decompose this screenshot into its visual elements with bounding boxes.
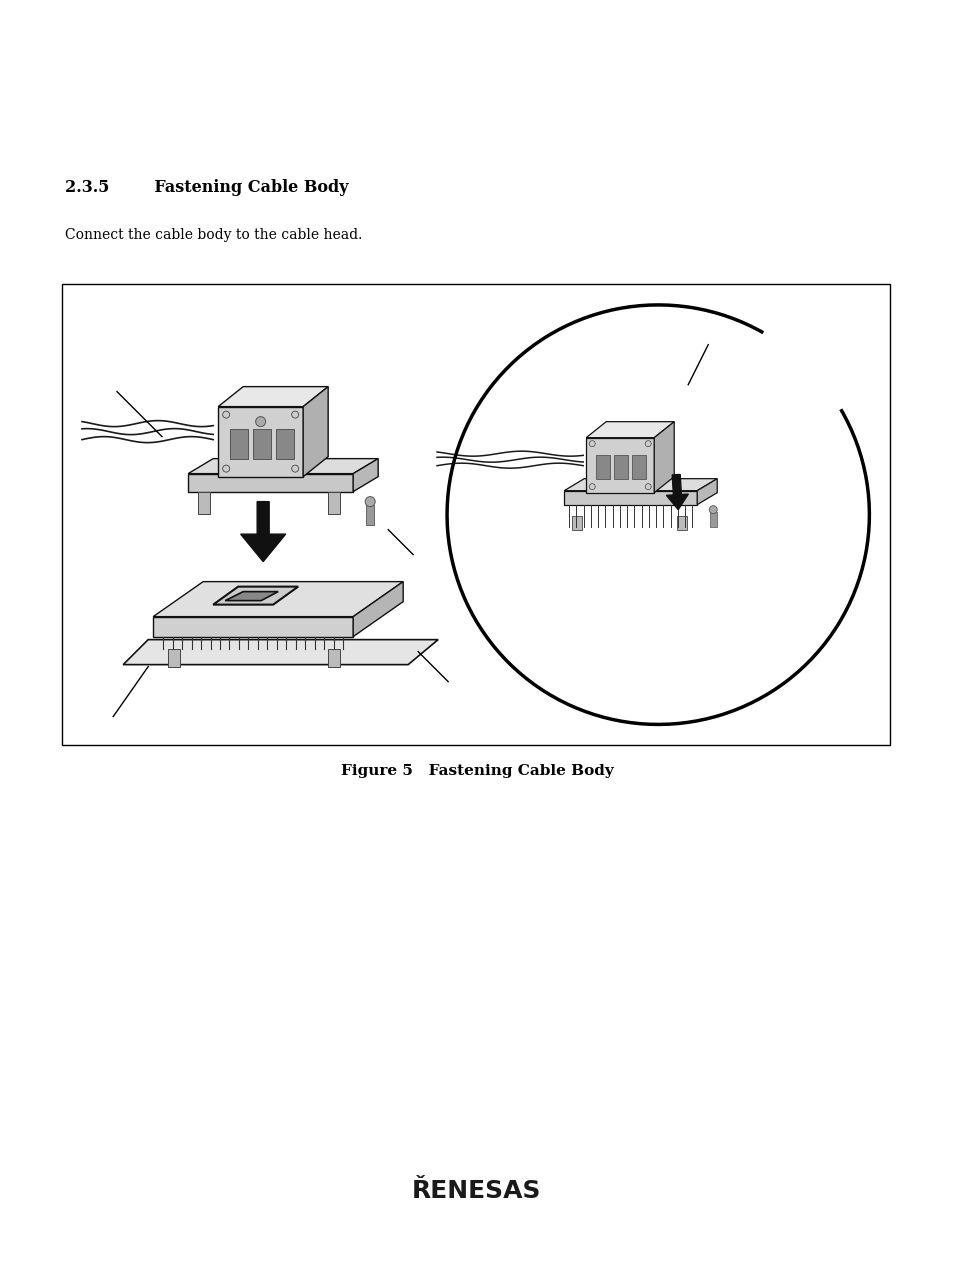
Circle shape xyxy=(644,441,651,447)
Text: ŘENESAS: ŘENESAS xyxy=(412,1178,541,1204)
Polygon shape xyxy=(654,422,674,493)
Text: 2.3.5        Fastening Cable Body: 2.3.5 Fastening Cable Body xyxy=(65,179,348,196)
FancyBboxPatch shape xyxy=(230,428,248,458)
Polygon shape xyxy=(303,386,328,476)
FancyBboxPatch shape xyxy=(275,428,294,458)
FancyBboxPatch shape xyxy=(328,491,340,514)
FancyBboxPatch shape xyxy=(677,515,686,529)
FancyArrow shape xyxy=(666,475,688,510)
Text: Connect the cable body to the cable head.: Connect the cable body to the cable head… xyxy=(65,229,362,242)
Polygon shape xyxy=(218,386,328,407)
Polygon shape xyxy=(563,479,717,490)
Bar xyxy=(62,284,889,745)
Circle shape xyxy=(292,412,298,418)
Polygon shape xyxy=(353,458,377,491)
FancyBboxPatch shape xyxy=(585,438,654,493)
FancyBboxPatch shape xyxy=(153,616,353,637)
Text: Figure 5   Fastening Cable Body: Figure 5 Fastening Cable Body xyxy=(340,764,613,778)
Circle shape xyxy=(292,465,298,472)
Polygon shape xyxy=(123,639,437,664)
Circle shape xyxy=(365,496,375,506)
Polygon shape xyxy=(353,582,403,637)
Circle shape xyxy=(644,484,651,490)
Circle shape xyxy=(222,412,230,418)
FancyBboxPatch shape xyxy=(218,407,303,476)
FancyArrow shape xyxy=(240,501,285,562)
Polygon shape xyxy=(188,458,377,474)
FancyBboxPatch shape xyxy=(188,474,353,491)
FancyBboxPatch shape xyxy=(596,455,610,479)
FancyBboxPatch shape xyxy=(328,649,340,667)
Circle shape xyxy=(589,484,595,490)
FancyBboxPatch shape xyxy=(572,515,581,529)
Circle shape xyxy=(589,441,595,447)
Ellipse shape xyxy=(447,304,868,725)
FancyBboxPatch shape xyxy=(614,455,628,479)
FancyBboxPatch shape xyxy=(366,505,374,524)
Polygon shape xyxy=(697,479,717,505)
FancyBboxPatch shape xyxy=(168,649,180,667)
FancyBboxPatch shape xyxy=(632,455,645,479)
Circle shape xyxy=(708,505,717,514)
Circle shape xyxy=(222,465,230,472)
FancyBboxPatch shape xyxy=(563,490,697,505)
Polygon shape xyxy=(585,422,674,438)
Circle shape xyxy=(255,417,265,427)
FancyBboxPatch shape xyxy=(253,428,271,458)
FancyBboxPatch shape xyxy=(198,491,210,514)
Polygon shape xyxy=(153,582,403,616)
Polygon shape xyxy=(213,586,298,605)
FancyBboxPatch shape xyxy=(709,512,717,527)
Polygon shape xyxy=(225,591,278,601)
